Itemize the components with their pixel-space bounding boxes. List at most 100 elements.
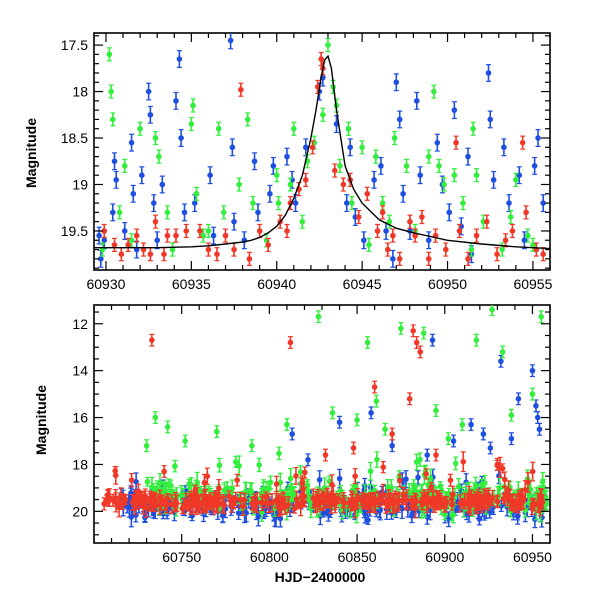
top-data-point (320, 107, 326, 122)
top-data-point (379, 205, 386, 220)
bottom-data-point (533, 399, 539, 413)
bottom-data-point (352, 468, 358, 485)
top-marker (197, 228, 203, 234)
top-marker (470, 125, 476, 132)
top-data-point (284, 223, 290, 239)
top-marker (446, 209, 453, 216)
bottom-light-curve-panel: Magnitude HJD−2400000 (33, 304, 551, 585)
top-marker (460, 200, 466, 206)
bottom-marker (427, 507, 433, 514)
top-marker (227, 37, 234, 44)
bottom-marker (273, 497, 279, 504)
top-marker (205, 228, 212, 234)
bottom-data-point (505, 480, 512, 501)
top-marker (465, 256, 471, 262)
bottom-marker (441, 511, 448, 518)
top-data-point (244, 112, 251, 127)
top-data-point (284, 147, 290, 166)
top-data-point (412, 228, 418, 243)
bottom-marker (377, 506, 384, 513)
top-data-point (255, 203, 261, 222)
bottom-marker (473, 337, 480, 343)
bottom-marker (515, 395, 522, 402)
top-marker (154, 237, 160, 244)
bottom-marker (219, 500, 226, 507)
top-data-point (473, 228, 480, 243)
top-data-point (287, 177, 294, 192)
top-data-point (231, 212, 237, 231)
top-data-point (299, 214, 306, 229)
bottom-data-point (284, 418, 290, 432)
top-marker (205, 246, 212, 253)
top-marker (106, 51, 113, 58)
top-marker (524, 232, 531, 239)
bottom-data-point (389, 439, 395, 453)
top-marker (379, 200, 386, 206)
bottom-marker (389, 442, 395, 449)
bottom-marker (182, 438, 188, 444)
top-data-point (246, 251, 253, 266)
top-marker (507, 214, 514, 220)
bottom-marker (273, 481, 280, 487)
top-marker (345, 125, 352, 132)
top-marker (108, 88, 114, 95)
top-data-point (501, 138, 507, 157)
bottom-data-point (450, 434, 457, 448)
bottom-data-point (276, 446, 282, 461)
bottom-data-point (352, 497, 358, 519)
top-data-point (173, 91, 179, 110)
top-marker (147, 111, 154, 118)
bottom-marker (437, 483, 444, 489)
top-data-point (524, 228, 531, 243)
bottom-marker (429, 337, 436, 343)
top-data-point (139, 166, 145, 185)
bottom-data-point (368, 492, 375, 505)
top-data-point (125, 237, 131, 253)
bottom-data-point (373, 394, 380, 408)
top-data-point (391, 130, 398, 146)
top-marker (267, 190, 273, 197)
bottom-data-point (368, 406, 374, 420)
top-data-point (396, 110, 403, 129)
top-data-point (159, 175, 166, 194)
top-marker (485, 70, 492, 76)
bottom-data-point (473, 333, 480, 347)
bottom-data-point (445, 432, 452, 446)
top-data-point (413, 91, 420, 110)
top-data-point (238, 82, 244, 97)
top-data-point (220, 205, 227, 220)
top-plot-frame (93, 32, 551, 271)
top-marker (152, 135, 159, 141)
top-marker (425, 153, 432, 160)
bottom-marker (468, 421, 474, 428)
bottom-marker (415, 474, 421, 481)
top-data-point (231, 242, 237, 257)
top-marker (349, 200, 355, 206)
bottom-marker (382, 426, 388, 433)
bottom-data-point (305, 453, 311, 467)
top-marker (222, 232, 229, 239)
bottom-data-point (480, 427, 487, 441)
bottom-data-point (538, 310, 545, 324)
top-marker (101, 228, 108, 234)
top-marker (287, 181, 294, 188)
bottom-data-point (508, 408, 515, 422)
bottom-marker (236, 463, 242, 469)
top-marker (431, 88, 437, 95)
top-marker (139, 172, 145, 178)
top-marker (109, 209, 116, 216)
bottom-data-point (219, 494, 226, 513)
top-data-point (236, 177, 242, 192)
bottom-marker (263, 485, 270, 492)
top-data-point (302, 138, 309, 157)
top-data-point (147, 247, 154, 262)
bottom-data-point (129, 493, 136, 511)
top-data-point (214, 247, 220, 262)
top-marker (337, 163, 343, 169)
bottom-marker (499, 465, 506, 472)
bottom-marker (116, 504, 122, 510)
top-marker (244, 116, 251, 123)
top-marker (299, 218, 306, 225)
top-data-point (147, 105, 154, 124)
bottom-marker (354, 417, 360, 423)
